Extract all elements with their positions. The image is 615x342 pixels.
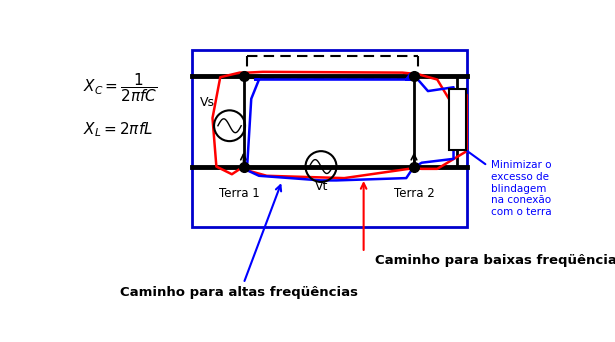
Bar	[192, 50, 467, 227]
Text: Terra 1: Terra 1	[220, 187, 260, 200]
Text: Caminho para altas freqüências: Caminho para altas freqüências	[119, 286, 357, 299]
Text: Minimizar o
excesso de
blindagem
na conexão
com o terra: Minimizar o excesso de blindagem na cone…	[491, 160, 552, 217]
Text: $X_C = \dfrac{1}{2\pi fC}$: $X_C = \dfrac{1}{2\pi fC}$	[83, 71, 157, 104]
Bar	[449, 89, 466, 150]
Text: Vs: Vs	[200, 96, 215, 109]
Text: $X_L = 2\pi fL$: $X_L = 2\pi fL$	[83, 120, 153, 139]
Text: Vt: Vt	[315, 180, 328, 193]
Text: Terra 2: Terra 2	[394, 187, 434, 200]
Text: Caminho para baixas freqüências: Caminho para baixas freqüências	[375, 254, 615, 267]
